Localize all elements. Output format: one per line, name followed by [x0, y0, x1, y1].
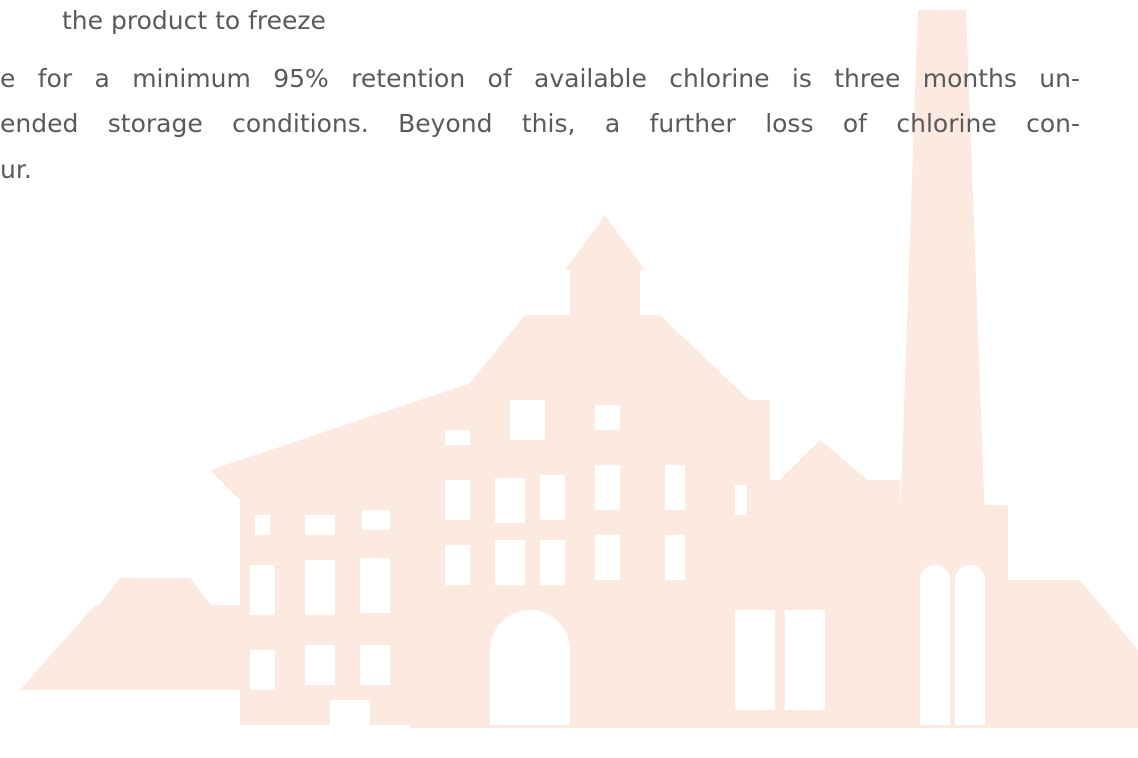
list-item-text: the product to freeze	[62, 6, 326, 36]
paragraph-line: e for a minimum 95% retention of availab…	[0, 64, 1080, 94]
paragraph-line: ur.	[0, 155, 32, 185]
page: the product to freeze e for a minimum 95…	[0, 0, 1138, 758]
paragraph-line: ended storage conditions. Beyond this, a…	[0, 109, 1080, 139]
